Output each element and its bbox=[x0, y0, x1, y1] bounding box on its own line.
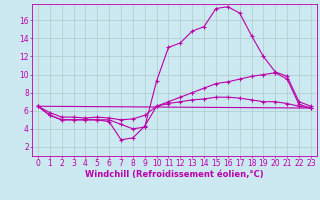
X-axis label: Windchill (Refroidissement éolien,°C): Windchill (Refroidissement éolien,°C) bbox=[85, 170, 264, 179]
